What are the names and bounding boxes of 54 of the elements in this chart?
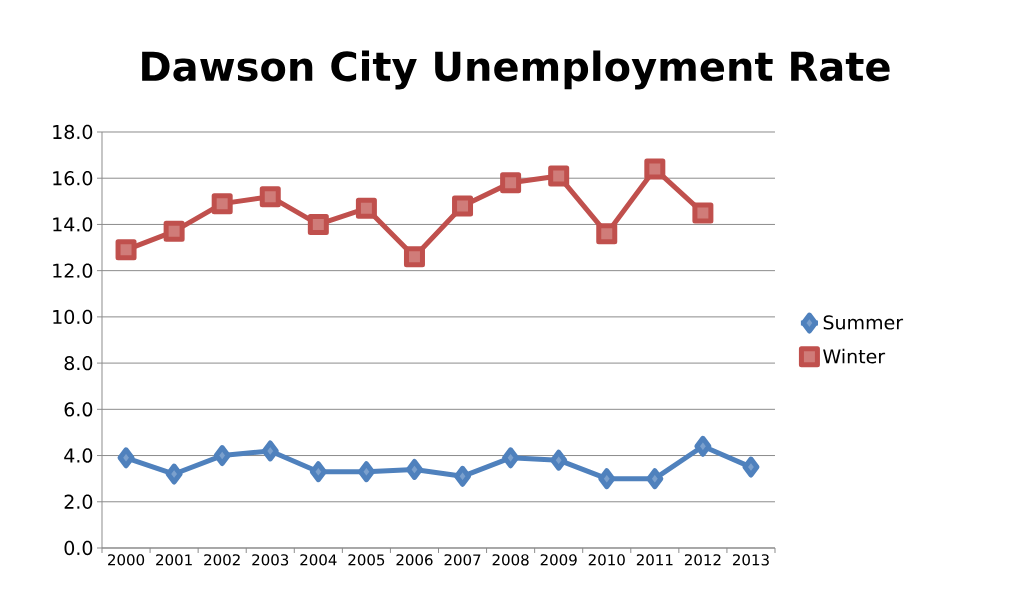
point (213, 445, 231, 467)
x-tick-label: 2002 (204, 554, 240, 566)
legend-label: Summer (823, 315, 904, 330)
y-tick-label: 8.0 (64, 355, 93, 371)
point (452, 195, 474, 217)
y-tick-label: 14.0 (53, 217, 93, 232)
point (548, 165, 570, 187)
point (355, 197, 377, 219)
y-tick-label: 18.0 (53, 124, 93, 140)
chart-title: Dawson City Unemployment Rate (142, 50, 890, 90)
y-tick-label: 16.0 (53, 171, 93, 186)
x-tick-label: 2006 (396, 554, 433, 566)
point (259, 186, 281, 208)
point (694, 435, 712, 457)
y-tick-label: 12.0 (53, 263, 93, 278)
y-tick-label: 10.0 (53, 309, 93, 325)
x-tick-label: 2012 (684, 554, 721, 566)
point (115, 239, 137, 261)
x-tick-label: 2013 (732, 554, 769, 566)
point (307, 213, 329, 235)
y-tick-label: 6.0 (64, 402, 93, 417)
point (211, 193, 233, 215)
point (692, 202, 714, 224)
x-tick-label: 2003 (252, 554, 289, 566)
x-tick-label: 2004 (300, 554, 337, 566)
point (742, 456, 760, 478)
point (550, 449, 568, 471)
point (261, 440, 279, 462)
point (596, 223, 618, 245)
x-tick-label: 2010 (588, 554, 625, 566)
legend-label: Winter (823, 348, 886, 364)
x-tick-label: 2011 (636, 554, 673, 566)
point (405, 458, 423, 480)
x-tick-label: 2008 (492, 554, 529, 566)
point (500, 172, 522, 194)
x-tick-label: 2000 (108, 554, 145, 566)
x-tick-label: 2001 (156, 554, 192, 566)
point (117, 447, 135, 469)
x-tick-label: 2007 (444, 554, 481, 566)
point (403, 246, 425, 268)
x-tick-label: 2005 (348, 554, 385, 566)
point (357, 461, 375, 483)
y-tick-label: 2.0 (64, 494, 93, 509)
y-tick-label: 0.0 (64, 540, 93, 556)
point (646, 468, 664, 490)
y-tick-label: 4.0 (64, 448, 93, 463)
point (598, 468, 616, 490)
point (165, 463, 183, 485)
x-tick-label: 2009 (540, 554, 577, 566)
point (309, 461, 327, 483)
point (644, 158, 666, 180)
point (454, 465, 472, 487)
point (163, 220, 185, 242)
point (502, 447, 520, 469)
